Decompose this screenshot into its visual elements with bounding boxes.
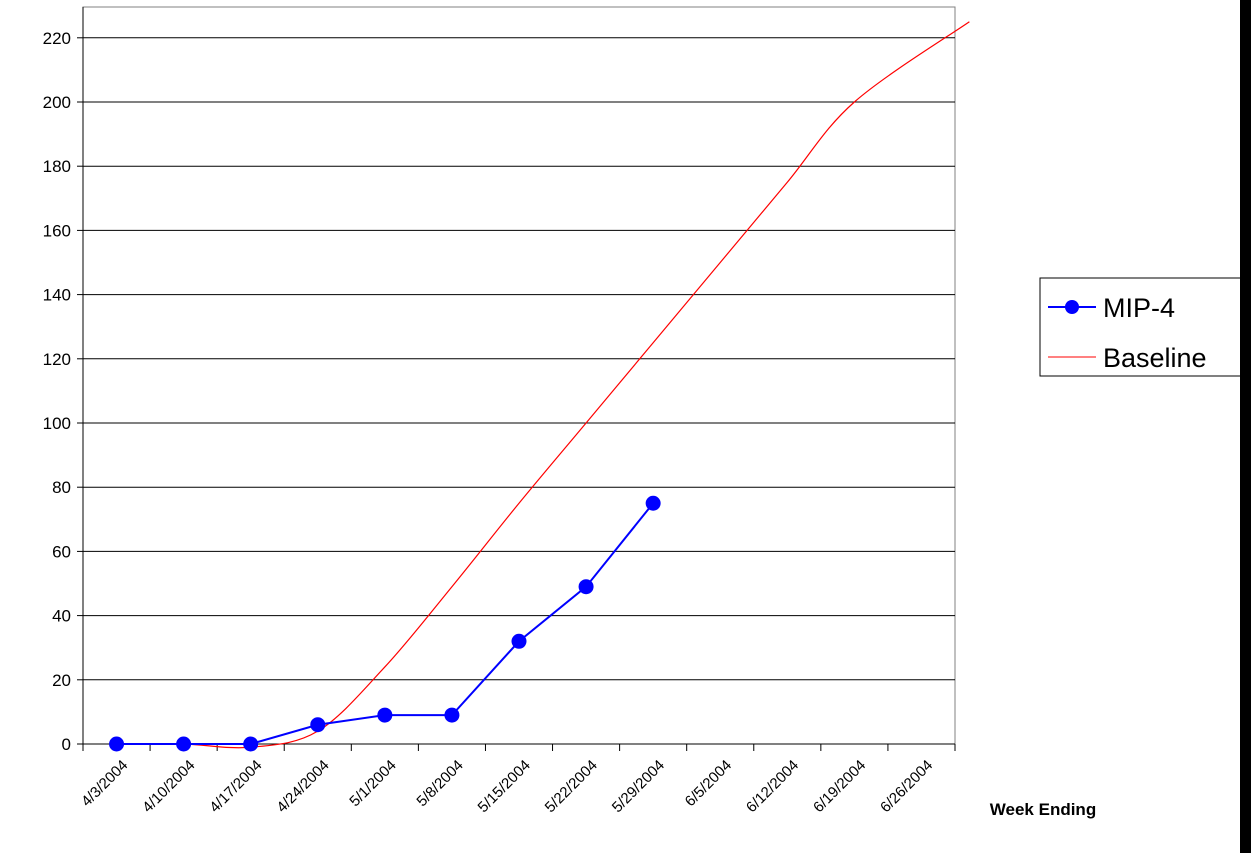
legend-mip4-label: MIP-4 (1103, 293, 1175, 323)
x-tick-label: 5/8/2004 (413, 757, 466, 810)
legend-mip4-marker-icon (1065, 300, 1079, 314)
x-tick-label: 6/26/2004 (877, 757, 936, 816)
mip4-data-point (310, 717, 326, 733)
y-tick-label: 80 (52, 478, 71, 497)
x-tick-label: 4/24/2004 (273, 757, 332, 816)
mip4-data-point (578, 579, 594, 595)
plot-area (82, 6, 956, 745)
y-tick-label: 60 (52, 542, 71, 561)
x-tick-label: 5/15/2004 (475, 757, 534, 816)
y-tick-label: 100 (43, 414, 71, 433)
legend-baseline-label: Baseline (1103, 343, 1207, 373)
y-tick-label: 40 (52, 607, 71, 626)
x-tick-label: 4/3/2004 (78, 757, 131, 810)
x-tick-label: 6/19/2004 (810, 757, 869, 816)
mip4-data-point (511, 633, 527, 649)
y-tick-labels: 0 20 40 60 80 100 120 140 160 180 200 220 (43, 29, 71, 754)
y-tick-label: 140 (43, 286, 71, 305)
legend: MIP-4 Baseline (1039, 277, 1247, 377)
y-tick-label: 160 (43, 221, 71, 240)
y-tick-label: 0 (62, 735, 71, 754)
x-tick-labels: 4/3/2004 4/10/2004 4/17/2004 4/24/2004 5/1/2… (78, 757, 936, 816)
y-tick-label: 20 (52, 671, 71, 690)
mip4-data-point (377, 707, 393, 723)
mip4-data-point (243, 736, 259, 752)
grid-lines (83, 37, 955, 681)
x-tick-label: 6/12/2004 (743, 757, 802, 816)
y-tick-label: 180 (43, 157, 71, 176)
mip4-data-point (176, 736, 192, 752)
x-tick-label: 5/29/2004 (609, 757, 668, 816)
baseline-series-line (116, 21, 970, 749)
mip4-data-point (109, 736, 125, 752)
x-tick-label: 5/22/2004 (542, 757, 601, 816)
y-tick-label: 120 (43, 350, 71, 369)
window-edge-bar (1240, 0, 1251, 853)
x-tick-label: 5/1/2004 (346, 757, 399, 810)
mip4-data-point (444, 707, 460, 723)
series (109, 21, 970, 752)
y-tick-label: 200 (43, 93, 71, 112)
y-tick-label: 220 (43, 29, 71, 48)
x-tick-label: 4/10/2004 (139, 757, 198, 816)
x-axis-title: Week Ending (990, 800, 1096, 819)
x-tick-label: 4/17/2004 (206, 757, 265, 816)
legend-box (1039, 277, 1247, 377)
mip4-data-point (645, 495, 661, 511)
x-tick-label: 6/5/2004 (682, 757, 735, 810)
